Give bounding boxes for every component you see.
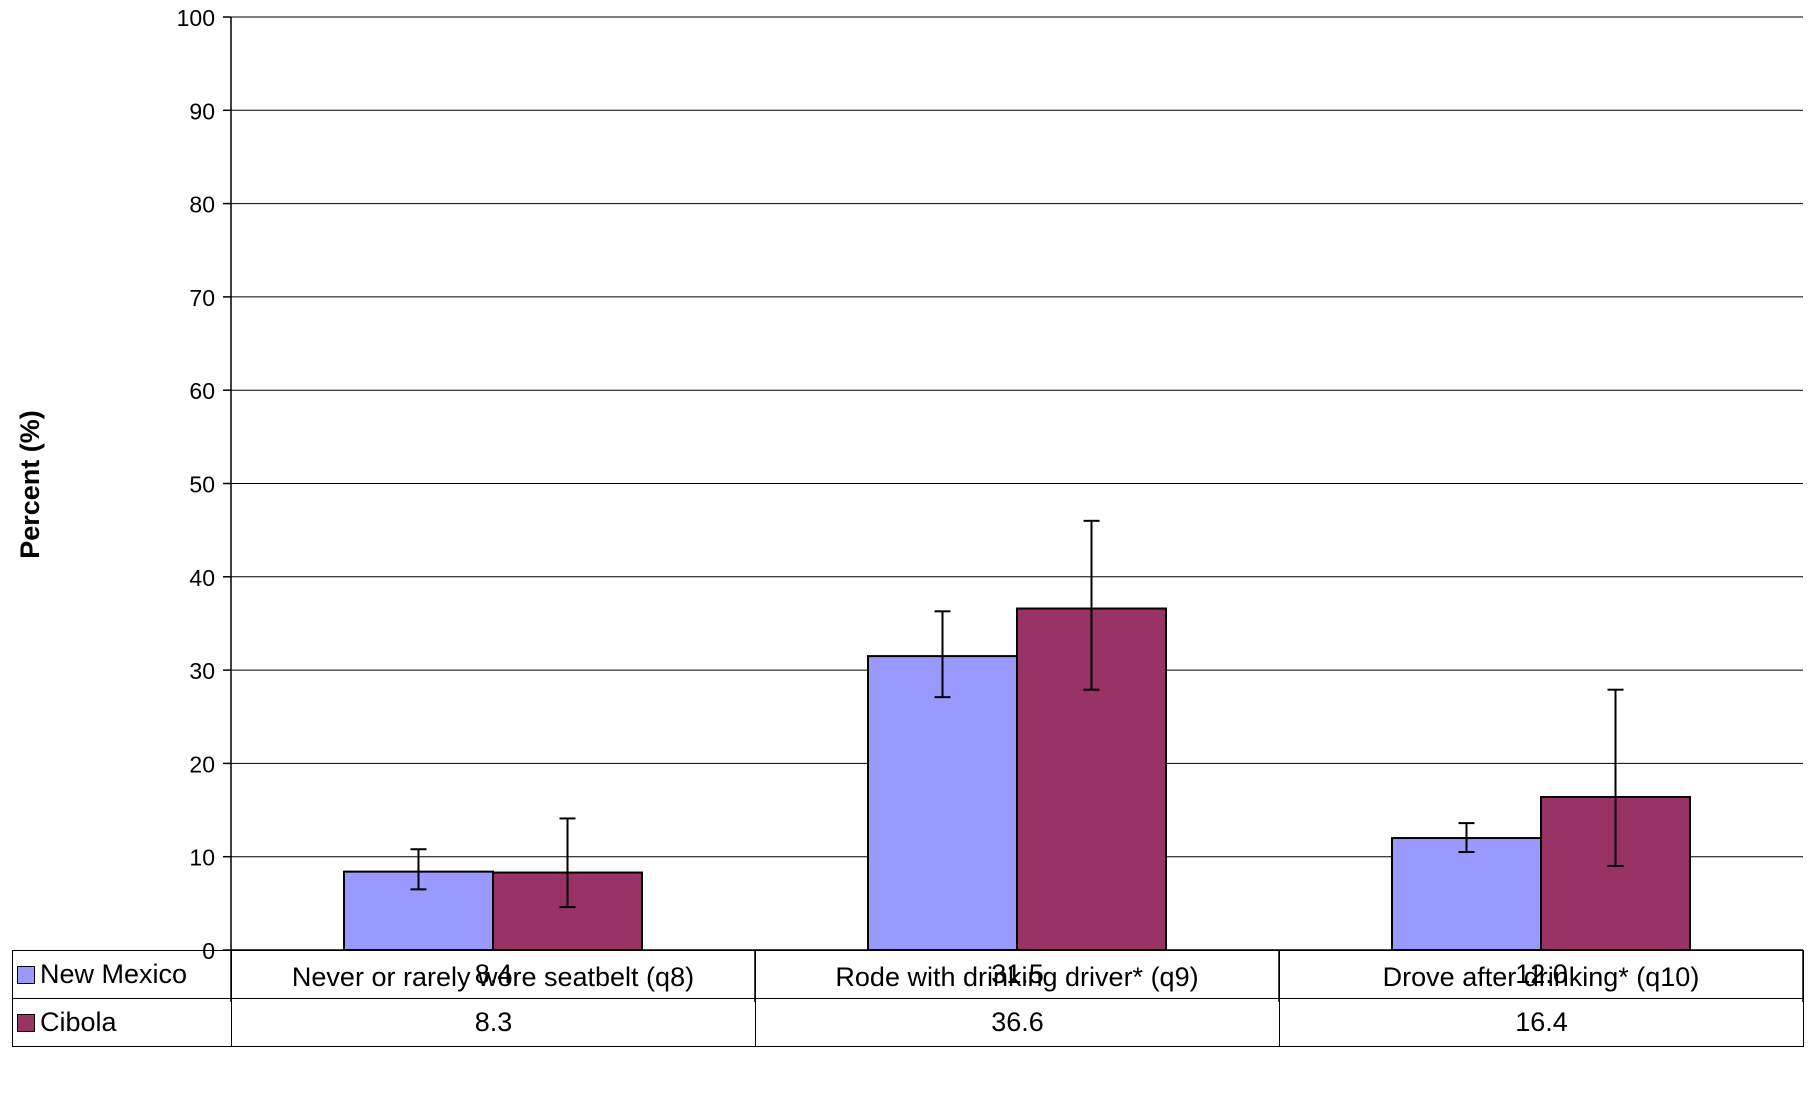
y-axis-label: Percent (%) bbox=[14, 409, 45, 559]
bar bbox=[492, 871, 643, 951]
table-cell: 36.6 bbox=[755, 998, 1280, 1047]
table-cell: 16.4 bbox=[1279, 998, 1804, 1047]
table-cell: 8.3 bbox=[231, 998, 756, 1047]
table-row: New Mexico 8.4 31.5 12.0 bbox=[12, 950, 1804, 999]
table-cell: 31.5 bbox=[755, 950, 1280, 999]
bar bbox=[1391, 837, 1542, 951]
legend-swatch-new-mexico bbox=[17, 966, 35, 984]
y-tick-label: 30 bbox=[189, 658, 215, 684]
y-tick-label: 90 bbox=[189, 98, 215, 124]
series-name-cell: New Mexico bbox=[12, 950, 232, 999]
y-tick-label: 50 bbox=[189, 472, 215, 498]
legend-swatch-cibola bbox=[17, 1014, 35, 1032]
series-name-cell: Cibola bbox=[12, 998, 232, 1047]
table-row: Cibola 8.3 36.6 16.4 bbox=[12, 998, 1804, 1047]
y-tick-label: 20 bbox=[189, 751, 215, 777]
y-tick-label: 70 bbox=[189, 285, 215, 311]
bar bbox=[867, 655, 1018, 951]
y-axis-label-wrap: Percent (%) bbox=[6, 384, 54, 584]
y-tick-label: 10 bbox=[189, 845, 215, 871]
table-cell: 8.4 bbox=[231, 950, 756, 999]
table-cell: 12.0 bbox=[1279, 950, 1804, 999]
data-table: New Mexico 8.4 31.5 12.0 Cibola 8.3 36.6… bbox=[12, 950, 1804, 1047]
y-tick-label: 60 bbox=[189, 378, 215, 404]
series-name: New Mexico bbox=[40, 959, 188, 989]
series-name: Cibola bbox=[40, 1007, 117, 1037]
y-tick-label: 40 bbox=[189, 565, 215, 591]
y-tick-label: 80 bbox=[189, 192, 215, 218]
y-tick-label: 100 bbox=[177, 5, 215, 31]
